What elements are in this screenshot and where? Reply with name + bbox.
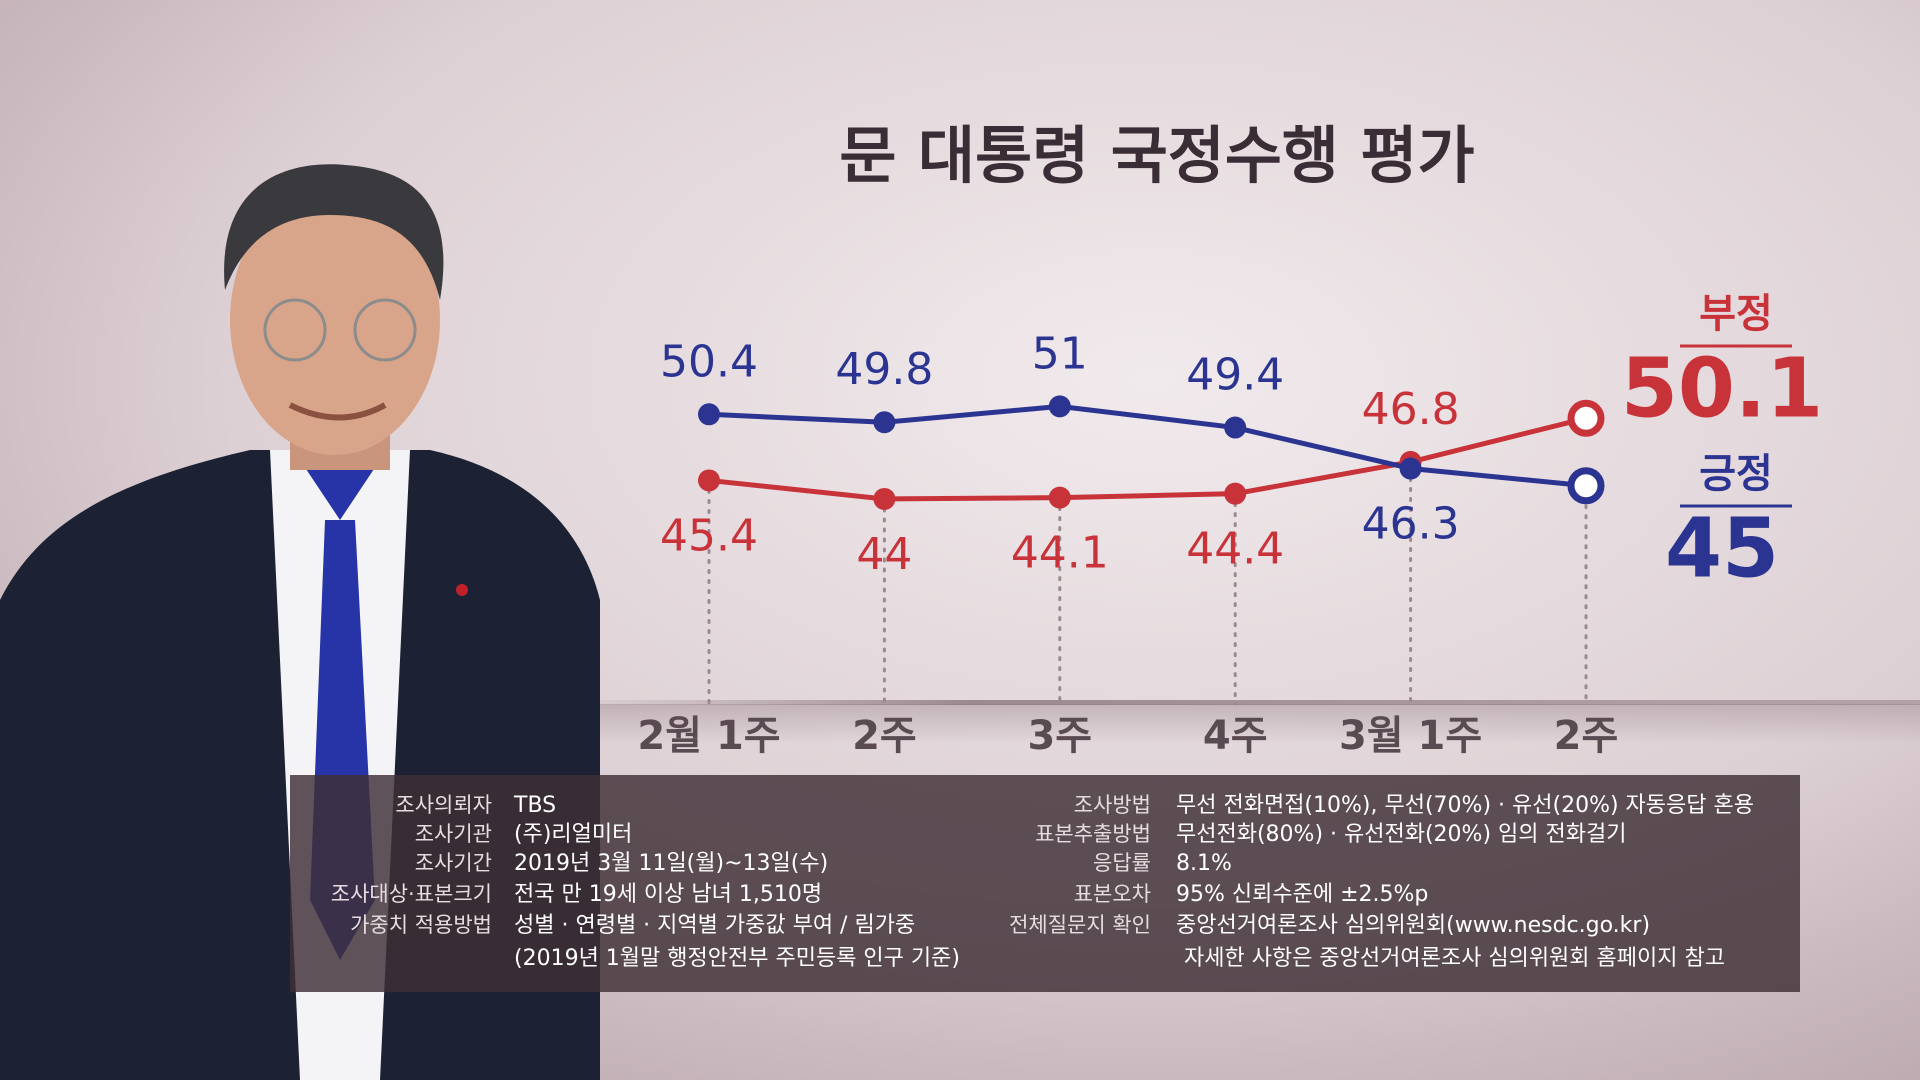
info-value: 8.1%: [1176, 851, 1232, 876]
series-line: [708, 415, 1587, 502]
legend-label: 부정: [1699, 291, 1773, 337]
info-value: (2019년 1월말 행정안전부 주민등록 인구 기준): [514, 946, 960, 971]
x-tick-label: 3주: [1027, 713, 1092, 759]
x-tick-label: 2주: [1554, 713, 1619, 759]
info-value: (주)리얼미터: [514, 822, 632, 847]
data-label: 50.4: [660, 336, 758, 387]
info-value: 무선 전화면접(10%), 무선(70%) · 유선(20%) 자동응답 혼용: [1176, 793, 1754, 818]
info-value: 무선전화(80%) · 유선전화(20%) 임의 전화걸기: [1176, 822, 1626, 847]
info-value: 중앙선거여론조사 심의위원회(www.nesdc.go.kr): [1176, 913, 1650, 938]
point: [1224, 416, 1247, 439]
point: [1048, 486, 1071, 509]
info-key: 조사의뢰자: [395, 793, 492, 817]
x-tick-label: 2월 1주: [637, 713, 780, 759]
x-tick-label: 2주: [852, 713, 917, 759]
point: [698, 403, 720, 426]
end-marker: [1567, 399, 1605, 437]
data-label: 44: [856, 529, 912, 580]
legend-value: 45: [1665, 501, 1779, 596]
point: [873, 487, 896, 510]
end-marker: [1567, 467, 1605, 505]
info-panel: [290, 775, 1800, 992]
info-value: 95% 신뢰수준에 ±2.5%p: [1176, 882, 1428, 907]
info-key: 조사기간: [415, 851, 492, 875]
info-value: 자세한 사항은 중앙선거여론조사 심의위원회 홈페이지 참고: [1184, 946, 1725, 971]
data-label: 45.4: [660, 510, 758, 561]
point: [698, 469, 720, 492]
data-label: 46.3: [1362, 499, 1460, 550]
info-value: TBS: [513, 793, 556, 818]
info-key: 조사대상·표본크기: [331, 882, 492, 906]
info-key: 표본추출방법: [1035, 822, 1151, 846]
legend-label: 긍정: [1699, 451, 1773, 497]
x-tick-label: 3월 1주: [1339, 713, 1482, 759]
data-label: 51: [1032, 328, 1088, 379]
point: [873, 411, 896, 434]
point: [1224, 482, 1247, 505]
point: [1048, 395, 1071, 418]
data-label: 49.8: [835, 344, 933, 395]
legend-value: 50.1: [1621, 341, 1823, 436]
chart-title: 문 대통령 국정수행 평가: [839, 119, 1474, 192]
info-value: 전국 만 19세 이상 남녀 1,510명: [514, 882, 822, 907]
info-value: 성별 · 연령별 · 지역별 가중값 부여 / 림가중: [514, 913, 915, 938]
data-label: 44.4: [1186, 524, 1284, 575]
info-key: 응답률: [1093, 851, 1151, 875]
baseline: [560, 700, 1920, 705]
info-key: 가중치 적용방법: [350, 913, 492, 937]
x-tick-label: 4주: [1203, 713, 1268, 759]
data-label: 49.4: [1186, 350, 1284, 401]
data-label: 46.8: [1362, 384, 1460, 435]
info-key: 조사기관: [415, 822, 492, 846]
info-key: 조사방법: [1074, 793, 1151, 817]
data-label: 44.1: [1011, 528, 1109, 579]
info-key: 표본오차: [1074, 882, 1151, 906]
info-value: 2019년 3월 11일(월)~13일(수): [514, 851, 828, 876]
point: [1399, 457, 1422, 480]
baseline-shade: [560, 704, 1920, 744]
series-line: [708, 403, 1587, 489]
info-key: 전체질문지 확인: [1009, 913, 1151, 937]
portrait: [0, 164, 600, 1080]
